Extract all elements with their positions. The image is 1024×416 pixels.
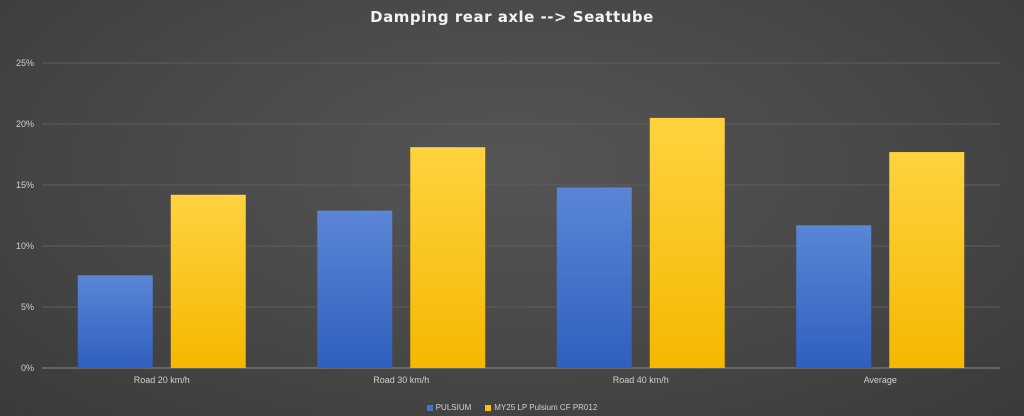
x-tick-label: Road 30 km/h [373, 375, 429, 385]
bars [77, 117, 965, 369]
bar-my25-2 [649, 117, 725, 369]
bar-my25-3 [889, 152, 965, 368]
bar-my25-0 [170, 194, 246, 368]
legend-swatch-yellow [485, 404, 492, 411]
chart-title: Damping rear axle --> Seattube [370, 8, 654, 26]
x-tick-label: Road 40 km/h [613, 375, 669, 385]
bar-pulsium-0 [77, 275, 153, 368]
legend: PULSIUM MY25 LP Pulsium CF PR012 [0, 403, 1024, 412]
legend-item-pulsium: PULSIUM [426, 403, 472, 412]
legend-label: PULSIUM [435, 403, 472, 412]
y-axis-ticks: 0% 5% 10% 15% 20% 25% [16, 58, 34, 373]
y-tick-label: 10% [16, 241, 34, 251]
y-tick-label: 0% [21, 363, 34, 373]
x-axis-ticks: Road 20 km/h Road 30 km/h Road 40 km/h Aver… [134, 375, 897, 385]
y-tick-label: 15% [16, 180, 34, 190]
x-tick-label: Road 20 km/h [134, 375, 190, 385]
bar-my25-1 [410, 147, 486, 368]
y-tick-label: 20% [16, 119, 34, 129]
legend-swatch-blue [426, 404, 433, 411]
x-tick-label: Average [864, 375, 897, 385]
y-tick-label: 25% [16, 58, 34, 68]
y-tick-label: 5% [21, 302, 34, 312]
legend-item-my25: MY25 LP Pulsium CF PR012 [485, 403, 597, 412]
legend-label: MY25 LP Pulsium CF PR012 [494, 403, 598, 412]
bar-pulsium-1 [317, 210, 393, 368]
bar-pulsium-3 [796, 225, 872, 368]
bar-pulsium-2 [556, 187, 632, 368]
